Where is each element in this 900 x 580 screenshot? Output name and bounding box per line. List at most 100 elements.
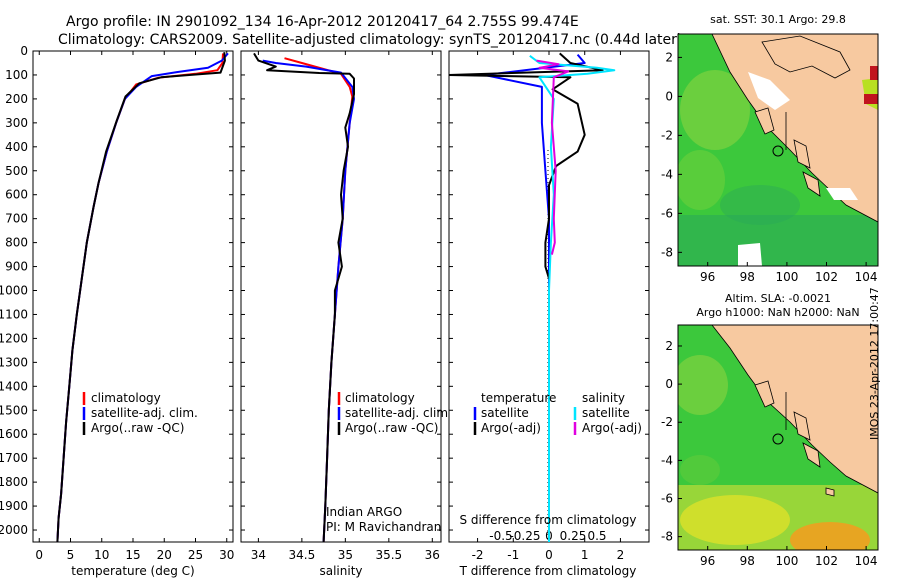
salinity-xlabel: salinity (319, 564, 362, 578)
s-tick-label: -0.25 (509, 529, 540, 543)
map-lat-label: -6 (661, 492, 673, 506)
legend-temperature-title: temperature (481, 391, 556, 405)
legend-climatology-label: climatology (345, 391, 415, 405)
map-lat-label: -6 (661, 206, 673, 220)
depth-tick-label: 1000 (0, 284, 28, 298)
map-lon-label: 104 (855, 554, 878, 568)
depth-tick-label: 600 (5, 188, 28, 202)
x-tick-label: 30 (219, 548, 234, 562)
map-lat-label: -2 (661, 128, 673, 142)
legend-argo-label: Argo(..raw -QC) (91, 421, 184, 435)
depth-tick-label: 0 (20, 44, 28, 58)
x-tick-label: 35.5 (375, 548, 402, 562)
depth-tick-label: 700 (5, 212, 28, 226)
title-line-2: Climatology: CARS2009. Satellite-adjuste… (58, 32, 682, 48)
depth-tick-label: 200 (5, 92, 28, 106)
map-lon-label: 102 (815, 554, 838, 568)
salinity-panel: 34 34.5 35 35.5 36 salinity climatology sate… (240, 50, 452, 578)
x-tick-label: 10 (94, 548, 109, 562)
difference-xlabel-temperature: T difference from climatology (459, 564, 637, 578)
map-lat-label: -8 (661, 530, 673, 544)
map-lon-label: 102 (815, 270, 838, 284)
s-tick-label: 0.25 (560, 529, 587, 543)
sla-map: Altim. SLA: -0.0021 Argo h1000: NaN h200… (661, 292, 879, 568)
depth-tick-label: 1400 (0, 379, 28, 393)
argo-location-marker (772, 433, 784, 445)
map-lat-label: 0 (665, 377, 673, 391)
depth-tick-label: 300 (5, 116, 28, 130)
pi-annotation-line-2: PI: M Ravichandran (326, 520, 441, 534)
x-tick-label: 0 (35, 548, 43, 562)
difference-panel: -2 -1 0 1 2-0.5-0.25 0 0.25 0.5 T difference fr… (448, 50, 650, 578)
sst-map-title: sat. SST: 30.1 Argo: 29.8 (710, 13, 846, 26)
temperature-xlabel: temperature (deg C) (71, 564, 194, 578)
series-line-3 (536, 59, 570, 255)
legend-argo-label: Argo(..raw -QC) (345, 421, 438, 435)
x-tick-label: 36 (425, 548, 440, 562)
difference-legend: temperature satellite Argo(-adj) salinit… (473, 391, 642, 435)
depth-tick-label: 1100 (0, 307, 28, 321)
map-lat-label: 2 (665, 339, 673, 353)
legend-satellite-label: satellite-adj. clim. (345, 406, 452, 420)
legend-satellite-label: satellite-adj. clim. (91, 406, 198, 420)
x-tick-label: -2 (472, 548, 484, 562)
series-line-2 (253, 52, 355, 542)
legend-t-argo-label: Argo(-adj) (481, 421, 541, 435)
legend-salinity-title: salinity (582, 391, 625, 405)
x-tick-label: 5 (67, 548, 75, 562)
temperature-plot-frame (32, 50, 234, 543)
x-tick-label: 25 (188, 548, 203, 562)
depth-tick-label: 800 (5, 236, 28, 250)
map-lat-label: -4 (661, 453, 673, 467)
temperature-legend: climatology satellite-adj. clim. Argo(..… (82, 391, 198, 435)
legend-s-satellite-label: satellite (582, 406, 630, 420)
map-lon-label: 100 (775, 270, 798, 284)
series-line-2 (56, 52, 226, 542)
x-tick-label: 35 (338, 548, 353, 562)
sla-map-title-line-2: Argo h1000: NaN h2000: NaN (696, 306, 859, 319)
salinity-plot-frame (240, 50, 442, 543)
imos-credit: IMOS 23-Apr-2012 17:00:47 (868, 287, 881, 440)
legend-s-argo-label: Argo(-adj) (582, 421, 642, 435)
series-line-1 (449, 52, 604, 279)
x-tick-label: 0 (545, 548, 553, 562)
map-lon-label: 98 (740, 270, 755, 284)
title-line-1: Argo profile: IN 2901092_134 16-Apr-2012… (66, 14, 579, 30)
depth-tick-label: 1900 (0, 499, 28, 513)
sst-missing-data (826, 188, 858, 200)
depth-tick-label: 100 (5, 68, 28, 82)
depth-tick-label: 400 (5, 140, 28, 154)
map-lon-label: 98 (740, 554, 755, 568)
sst-map-frame (677, 33, 879, 267)
series-line-2 (529, 54, 616, 542)
x-tick-label: 34.5 (289, 548, 316, 562)
legend-climatology-label: climatology (91, 391, 161, 405)
map-lat-label: 2 (665, 50, 673, 64)
map-lon-label: 104 (855, 270, 878, 284)
map-lat-label: -8 (661, 245, 673, 259)
pi-annotation-line-1: Indian ARGO (326, 505, 402, 519)
depth-tick-label: 1800 (0, 475, 28, 489)
temperature-panel: 0100200300400500600700800900100011001200… (0, 44, 234, 578)
x-tick-label: 2 (617, 548, 625, 562)
difference-xlabel-salinity: S difference from climatology (460, 513, 637, 527)
sst-map: sat. SST: 30.1 Argo: 29.8 96 98 100 102 104 2… (661, 13, 879, 284)
depth-tick-label: 900 (5, 260, 28, 274)
map-lat-label: -2 (661, 415, 673, 429)
depth-tick-label: 1300 (0, 355, 28, 369)
depth-tick-label: 1600 (0, 427, 28, 441)
map-lat-label: 0 (665, 89, 673, 103)
s-tick-label: 0.5 (587, 529, 606, 543)
x-tick-label: 1 (581, 548, 589, 562)
depth-tick-label: 1700 (0, 451, 28, 465)
map-lon-label: 96 (700, 270, 715, 284)
depth-tick-label: 1500 (0, 403, 28, 417)
depth-tick-label: 1200 (0, 331, 28, 345)
map-lon-label: 100 (775, 554, 798, 568)
map-lat-label: -4 (661, 167, 673, 181)
x-tick-label: 20 (157, 548, 172, 562)
depth-tick-label: 2000 (0, 523, 28, 537)
legend-t-satellite-label: satellite (481, 406, 529, 420)
salinity-legend: climatology satellite-adj. clim. Argo(..… (337, 391, 452, 435)
